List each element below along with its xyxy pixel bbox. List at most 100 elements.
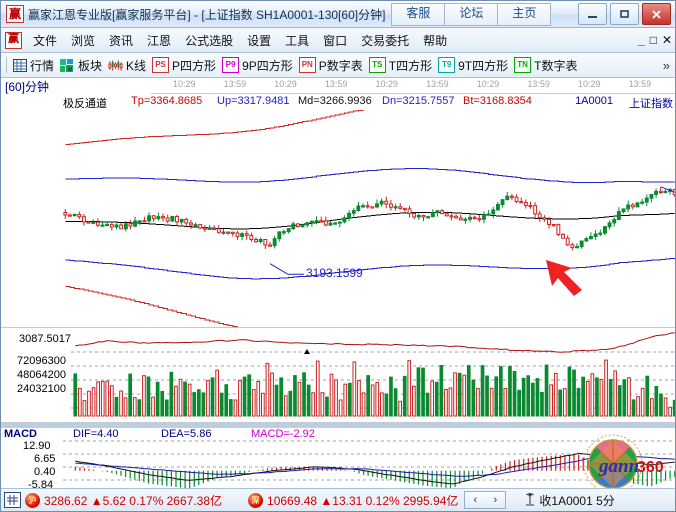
panel-divider-2 (1, 422, 675, 423)
status-prev-button[interactable]: ‹ (473, 494, 478, 506)
status-nav-buttons: ‹ › (464, 491, 507, 509)
toolbar-button-9t-square[interactable]: T9 9T四方形 (436, 56, 512, 75)
red-arrow-icon (546, 260, 582, 296)
status-grid-icon[interactable] (4, 492, 21, 508)
forum-button[interactable]: 论坛 (444, 2, 498, 26)
t9-square-icon: T9 (438, 57, 456, 73)
status-connection-group: 收1A0001 5分 (524, 492, 615, 509)
menu-item-tools[interactable]: 工具 (285, 33, 310, 48)
time-axis-tick: 13:59 (223, 79, 247, 89)
volume-price-label: 3087.5017 (19, 333, 71, 345)
panel-scroll-strip[interactable] (1, 423, 675, 428)
indicator-title-row: 极反通道 Tp=3364.8685 Up=3317.9481 Md=3266.9… (1, 94, 675, 110)
minimize-button[interactable] (578, 3, 607, 25)
time-axis-tick: 13:59 (324, 79, 348, 89)
main-toolbar: 行情 板块 K线 PS P四方形 (1, 53, 675, 78)
toolbar-label-p-number-table: P数字表 (318, 58, 363, 73)
macd-ytick-4: 12.90 (23, 440, 51, 452)
toolbar-button-quotes[interactable]: 行情 (10, 56, 58, 75)
menu-item-settings[interactable]: 设置 (247, 33, 272, 48)
menu-item-window[interactable]: 窗口 (323, 33, 348, 48)
kline-icon (108, 58, 123, 72)
toolbar-label-9p-square: 9P四方形 (242, 58, 293, 73)
shanghai-market-badge: 沪 (25, 492, 40, 508)
macd-title: MACD (4, 428, 37, 440)
svg-text:gann: gann (598, 456, 639, 477)
mdi-close-button[interactable]: ✕ (661, 33, 672, 47)
app-logo-icon: 赢 (6, 5, 24, 23)
toolbar-button-9p-square[interactable]: P9 9P四方形 (220, 56, 297, 75)
volume-chart-panel[interactable]: 3087.5017 72096300 48064200 24032100 (1, 328, 675, 422)
time-axis-tick: 10:29 (476, 79, 500, 89)
time-axis: 10:29 13:59 10:29 13:59 10:29 13:59 10:29 13:59… (151, 79, 675, 93)
macd-ytick-2: 0.40 (34, 466, 56, 478)
indicator-name: 极反通道 (63, 98, 107, 110)
volume-ytick-3: 72096300 (17, 355, 66, 367)
toolbar-label-sectors: 板块 (78, 58, 103, 73)
close-button[interactable] (642, 3, 671, 25)
svg-text:360: 360 (637, 459, 664, 476)
customer-service-button[interactable]: 客服 (391, 2, 445, 26)
indicator-value-up: Up=3317.9481 (217, 95, 290, 107)
price-chart-panel[interactable]: 3193.1599 3295.0801 (1, 110, 675, 327)
grid-icon (12, 58, 27, 72)
toolbar-button-kline[interactable]: K线 (106, 56, 150, 75)
symbol-code: 1A0001 (575, 95, 613, 107)
macd-header: MACD DIF=4.40 DEA=5.86 MACD=-2.92 (1, 428, 675, 442)
toolbar-button-t-number-table[interactable]: TN T数字表 (512, 56, 581, 75)
menu-item-news[interactable]: 资讯 (109, 33, 134, 48)
toolbar-overflow-chevron-icon[interactable]: » (662, 57, 670, 73)
menu-item-gann[interactable]: 江恩 (147, 33, 172, 48)
shanghai-index-quote[interactable]: 3286.62 ▲5.62 0.17% 2667.38亿 (44, 493, 223, 508)
maximize-button[interactable] (610, 3, 639, 25)
volume-ytick-1: 24032100 (17, 383, 66, 395)
toolbar-label-t-square: T四方形 (388, 58, 433, 73)
p9-square-icon: P9 (222, 57, 240, 73)
menu-item-browse[interactable]: 浏览 (71, 33, 96, 48)
toolbar-button-t-square[interactable]: TS T四方形 (367, 56, 436, 75)
homepage-button[interactable]: 主页 (497, 2, 552, 26)
status-next-button[interactable]: › (493, 494, 498, 506)
time-axis-line (151, 93, 675, 94)
time-axis-tick: 10:29 (173, 79, 196, 89)
macd-ytick-3: 6.65 (34, 453, 56, 465)
shenzhen-index-quote[interactable]: 10669.48 ▲13.31 0.12% 2995.94亿 (267, 493, 459, 508)
chart-time-axis-row: [60]分钟 10:29 13:59 10:29 13:59 10:29 13:59 10:… (1, 78, 675, 94)
toolbar-button-sectors[interactable]: 板块 (58, 56, 106, 75)
menu-logo-icon: 赢 (5, 31, 22, 49)
volume-ytick-2: 48064200 (17, 369, 66, 381)
ts-square-icon: TS (368, 57, 386, 73)
indicator-value-dn: Dn=3215.7557 (382, 95, 455, 107)
time-axis-tick: 10:29 (375, 79, 399, 89)
time-axis-tick: 10:29 (274, 79, 297, 89)
title-bar: 赢 赢家江恩专业版[赢家服务平台] - [上证指数 SH1A0001-130[6… (1, 1, 675, 28)
time-axis-tick: 13:59 (628, 79, 652, 89)
time-axis-tick: 13:59 (527, 79, 550, 89)
mdi-minimize-button[interactable]: _ (638, 33, 645, 47)
panel-divider (1, 327, 675, 328)
toolbar-label-t-number-table: T数字表 (534, 58, 578, 73)
indicator-value-tp: Tp=3364.8685 (131, 95, 203, 107)
menu-item-help[interactable]: 帮助 (423, 33, 448, 48)
blocks-icon (60, 58, 75, 72)
indicator-value-md: Md=3266.9936 (298, 95, 372, 107)
time-axis-tick: 10:29 (578, 79, 601, 89)
menu-item-file[interactable]: 文件 (33, 33, 58, 48)
macd-chart-panel[interactable]: MACD DIF=4.40 DEA=5.86 MACD=-2.92 12.90 … (1, 428, 675, 494)
toolbar-button-p-number-table[interactable]: PN P数字表 (297, 56, 367, 75)
mdi-restore-button[interactable]: □ (649, 33, 657, 47)
antenna-icon (524, 492, 536, 509)
macd-chart-svg (63, 440, 675, 489)
menu-bar: 赢 文件 浏览 资讯 江恩 公式选股 设置 工具 窗口 交易委托 帮助 _ □ … (1, 28, 675, 53)
volume-chart-svg (71, 332, 675, 417)
toolbar-label-9t-square: 9T四方形 (458, 58, 509, 73)
shenzhen-market-badge: 深 (248, 492, 264, 508)
menu-item-formula-stock-pick[interactable]: 公式选股 (185, 33, 234, 48)
price-chart-svg (63, 110, 675, 327)
toolbar-button-p-square[interactable]: PS P四方形 (150, 56, 220, 75)
period-label: [60]分钟 (5, 80, 50, 94)
volume-marker-triangle-icon (304, 349, 310, 354)
status-symbol-period: 收1A0001 5分 (539, 493, 615, 508)
menu-item-trade-order[interactable]: 交易委托 (361, 33, 410, 48)
